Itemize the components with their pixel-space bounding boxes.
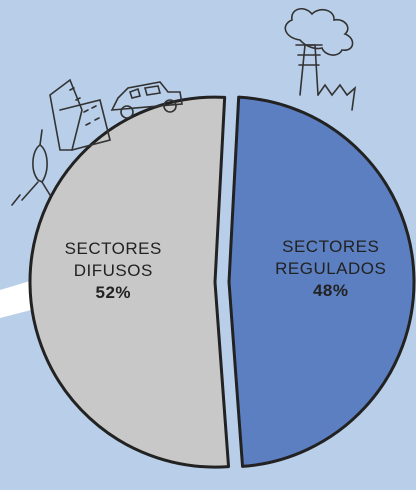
value-label: 48% [312,280,349,300]
category-label: SECTORES DIFUSOS [64,239,162,281]
category-label: SECTORES REGULADOS [275,236,387,278]
pie-slice [28,95,231,469]
value-label: 52% [95,283,132,303]
sketches [11,7,357,206]
slice-label: SECTORES DIFUSOS 52% [53,238,173,304]
pie-slice [227,95,416,468]
slice-label: SECTORES REGULADOS 48% [271,236,391,302]
